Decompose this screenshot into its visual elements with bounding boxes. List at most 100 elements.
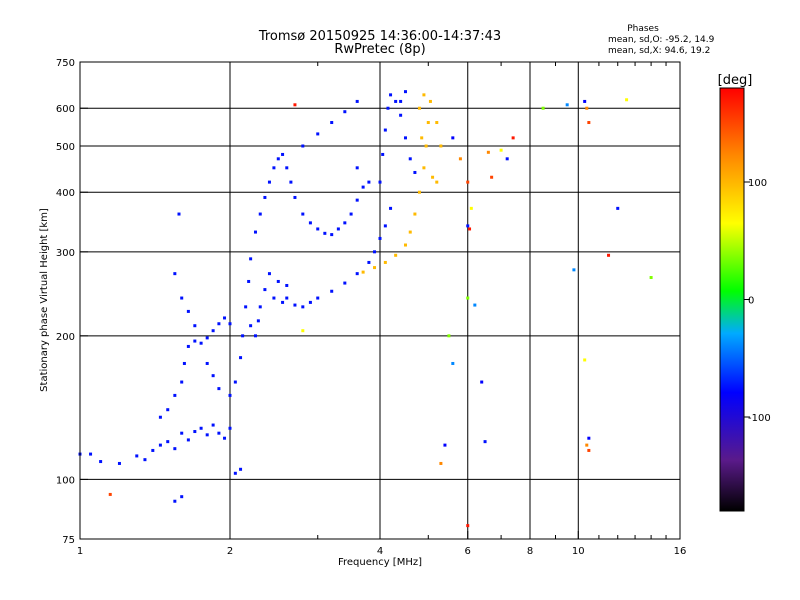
y-tick-label: 200 — [56, 332, 75, 343]
echo-point — [217, 387, 221, 391]
echo-point — [301, 305, 305, 309]
echo-point — [435, 180, 439, 184]
echo-point — [426, 121, 430, 125]
echo-point — [417, 190, 421, 194]
x-tick-label: 10 — [572, 546, 585, 557]
echo-point — [228, 393, 232, 397]
echo-point — [458, 157, 462, 161]
echo-point — [466, 296, 470, 300]
y-tick-label: 600 — [56, 104, 75, 115]
echo-point — [253, 334, 257, 338]
echo-point — [443, 443, 447, 447]
echo-point — [117, 461, 121, 465]
colorbar-label: [deg] — [718, 73, 753, 88]
echo-point — [301, 144, 305, 148]
echo-point — [383, 224, 387, 228]
echo-point — [99, 460, 103, 464]
echo-point — [399, 113, 403, 117]
echo-point — [378, 180, 382, 184]
echo-point — [466, 180, 470, 184]
chart-title: Tromsø 20150925 14:36:00-14:37:43 — [258, 29, 501, 44]
echo-point — [285, 283, 289, 287]
echo-point — [367, 180, 371, 184]
echo-point — [108, 492, 112, 496]
echo-point — [199, 341, 203, 345]
y-axis-label: Stationary phase Virtual Height [km] — [39, 208, 50, 392]
echo-point — [355, 166, 359, 170]
echo-point — [308, 221, 312, 225]
colorbar-tick-label: 100 — [748, 178, 767, 189]
echo-point — [413, 170, 417, 174]
echo-point — [422, 93, 426, 97]
echo-point — [308, 300, 312, 304]
x-tick-label: 16 — [674, 546, 687, 557]
echo-point — [253, 230, 257, 234]
x-tick-label: 1 — [77, 546, 83, 557]
echo-point — [408, 230, 412, 234]
echo-point — [293, 303, 297, 307]
echo-point — [276, 279, 280, 283]
echo-point — [258, 305, 262, 309]
colorbar-tick-label: -100 — [748, 413, 771, 424]
echo-point — [173, 447, 177, 451]
echo-point — [211, 423, 215, 427]
echo-point — [272, 296, 276, 300]
echo-point — [239, 467, 243, 471]
echo-point — [343, 281, 347, 285]
echo-point — [281, 152, 285, 156]
y-tick-label: 400 — [56, 188, 75, 199]
echo-point — [490, 175, 494, 179]
echo-point — [193, 339, 197, 343]
echo-point — [316, 227, 320, 231]
echo-point — [499, 148, 503, 152]
echo-point — [587, 121, 591, 125]
echo-point — [289, 180, 293, 184]
echo-point — [143, 458, 147, 462]
echo-point — [386, 106, 390, 110]
echo-point — [211, 374, 215, 378]
echo-point — [428, 99, 432, 103]
echo-point — [616, 206, 620, 210]
echo-point — [585, 106, 589, 110]
echo-point — [205, 336, 209, 340]
echo-point — [285, 166, 289, 170]
echo-point — [186, 344, 190, 348]
echo-point — [166, 408, 170, 412]
echo-point — [256, 319, 260, 323]
echo-point — [424, 144, 428, 148]
echo-point — [383, 260, 387, 264]
echo-point — [241, 334, 245, 338]
echo-point — [343, 221, 347, 225]
echo-point — [239, 356, 243, 360]
echo-point — [228, 426, 232, 430]
echo-point — [233, 471, 237, 475]
echo-point — [583, 99, 587, 103]
echo-point — [180, 296, 184, 300]
echo-point — [177, 212, 181, 216]
colorbar-ticks: 100 0 -100 — [744, 178, 771, 424]
x-axis-label: Frequency [MHz] — [338, 557, 422, 568]
echo-point — [228, 322, 232, 326]
colorbar-tick-label: 0 — [748, 296, 754, 307]
echo-point — [469, 206, 473, 210]
y-tick-label: 300 — [56, 248, 75, 259]
x-tick-label: 8 — [527, 546, 533, 557]
echo-point — [355, 198, 359, 202]
y-tick-label: 100 — [56, 475, 75, 486]
echo-point — [403, 136, 407, 140]
echo-point — [186, 309, 190, 313]
echo-point — [355, 272, 359, 276]
y-tick-label: 75 — [62, 535, 75, 546]
echo-point — [583, 358, 587, 362]
echo-point — [205, 361, 209, 365]
echo-point — [572, 268, 576, 272]
echo-point — [361, 185, 365, 189]
echo-point — [193, 324, 197, 328]
echo-point — [249, 324, 253, 328]
echo-point — [173, 393, 177, 397]
echo-point — [285, 296, 289, 300]
echo-points — [78, 90, 653, 528]
echo-point — [373, 250, 377, 254]
echo-point — [330, 233, 334, 237]
echo-point — [389, 93, 393, 97]
